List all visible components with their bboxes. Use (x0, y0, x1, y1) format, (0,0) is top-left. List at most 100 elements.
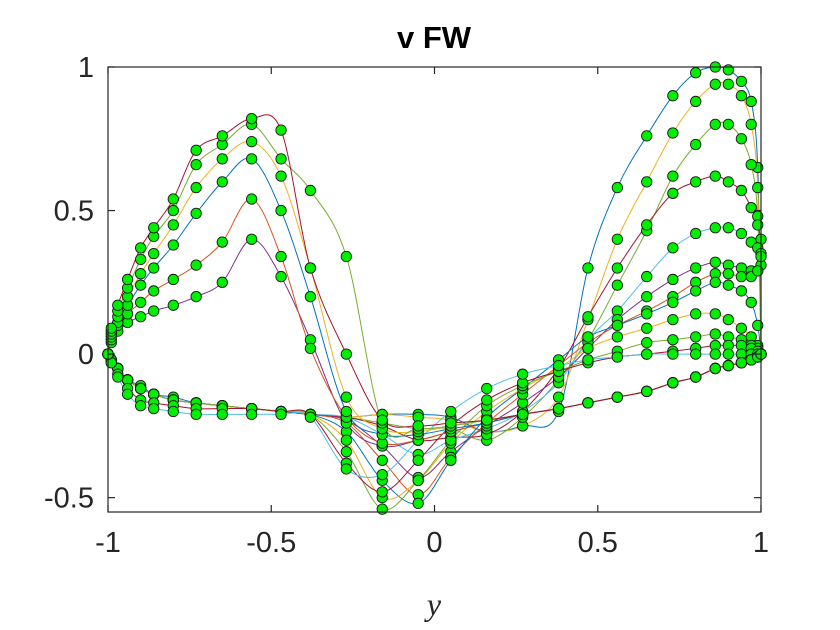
data-point (722, 268, 734, 280)
data-point (246, 408, 258, 421)
data-point (340, 391, 352, 403)
data-point (745, 202, 757, 214)
data-point (611, 233, 623, 245)
series-line-16 (107, 140, 762, 434)
data-point (412, 497, 424, 510)
data-point (340, 434, 352, 446)
data-point (709, 362, 721, 375)
data-point (722, 359, 734, 372)
data-point (134, 382, 147, 395)
data-point (690, 262, 702, 274)
data-point (611, 279, 623, 291)
data-point (190, 259, 202, 271)
series-line-4 (107, 175, 762, 442)
data-point (134, 279, 147, 291)
data-point (641, 291, 653, 303)
data-point (246, 193, 258, 205)
data-point (412, 420, 424, 432)
data-point (275, 250, 287, 263)
data-point (304, 342, 317, 354)
data-point (735, 270, 748, 283)
data-point (735, 285, 748, 297)
data-point (582, 342, 594, 354)
data-point (552, 359, 565, 372)
data-point (722, 176, 734, 188)
data-point (376, 486, 388, 498)
data-point (752, 181, 764, 194)
data-point (275, 153, 287, 165)
data-point (745, 118, 757, 131)
data-point (641, 219, 653, 231)
data-point (190, 291, 202, 303)
series-line-6 (107, 261, 762, 479)
data-point (167, 193, 179, 205)
data-point (735, 322, 748, 334)
data-point (246, 233, 258, 245)
data-point (190, 207, 202, 220)
data-point (641, 348, 653, 360)
data-point (752, 319, 764, 332)
plot-area-frame (107, 66, 762, 513)
data-point (735, 357, 748, 369)
data-point (148, 222, 160, 234)
data-point (216, 236, 228, 248)
data-point (445, 405, 457, 418)
data-point (275, 124, 287, 136)
data-point (481, 414, 493, 426)
data-point (376, 469, 388, 481)
x-tick-label: 1 (753, 527, 769, 559)
data-point (709, 328, 721, 340)
data-point (745, 158, 757, 171)
data-point (667, 348, 679, 360)
data-point (709, 256, 721, 268)
data-point (709, 222, 721, 234)
data-point (167, 219, 179, 231)
data-point (611, 331, 623, 343)
series-line-10 (107, 333, 762, 511)
data-point (709, 118, 721, 131)
series-line-12 (107, 353, 761, 478)
data-point (121, 273, 134, 286)
data-point (148, 402, 160, 415)
data-point (641, 322, 653, 334)
data-point (690, 308, 702, 320)
data-point (167, 204, 179, 217)
data-point (611, 181, 623, 194)
data-point (216, 408, 228, 421)
data-point (582, 331, 594, 343)
data-point (216, 276, 228, 288)
data-point (304, 411, 317, 423)
data-point (190, 408, 202, 421)
data-point (752, 219, 764, 231)
data-point (641, 270, 653, 283)
series-line-7 (107, 256, 762, 496)
data-point (167, 273, 179, 286)
data-point (641, 308, 653, 320)
data-point (722, 78, 734, 90)
data-point (735, 75, 748, 88)
data-point (735, 227, 748, 240)
data-point (190, 158, 202, 171)
data-point (105, 322, 117, 334)
x-axis-label: y (424, 586, 442, 622)
tick-layer: -1 -0.5 0 0.5 1-0.500.51 (44, 52, 769, 559)
data-point (667, 377, 679, 389)
data-point (412, 454, 424, 466)
data-point (690, 331, 702, 343)
data-point (340, 405, 352, 418)
data-point (246, 153, 258, 165)
data-point (667, 90, 679, 102)
data-point (667, 187, 679, 199)
data-point (216, 153, 228, 165)
marker-layer (102, 61, 767, 515)
data-point (167, 405, 179, 418)
data-point (376, 503, 388, 515)
y-tick-label: 1 (78, 52, 94, 84)
data-point (445, 417, 457, 429)
x-tick-label: -0.5 (246, 527, 296, 559)
data-point (340, 463, 352, 475)
data-point (690, 176, 702, 188)
data-point (735, 90, 748, 102)
